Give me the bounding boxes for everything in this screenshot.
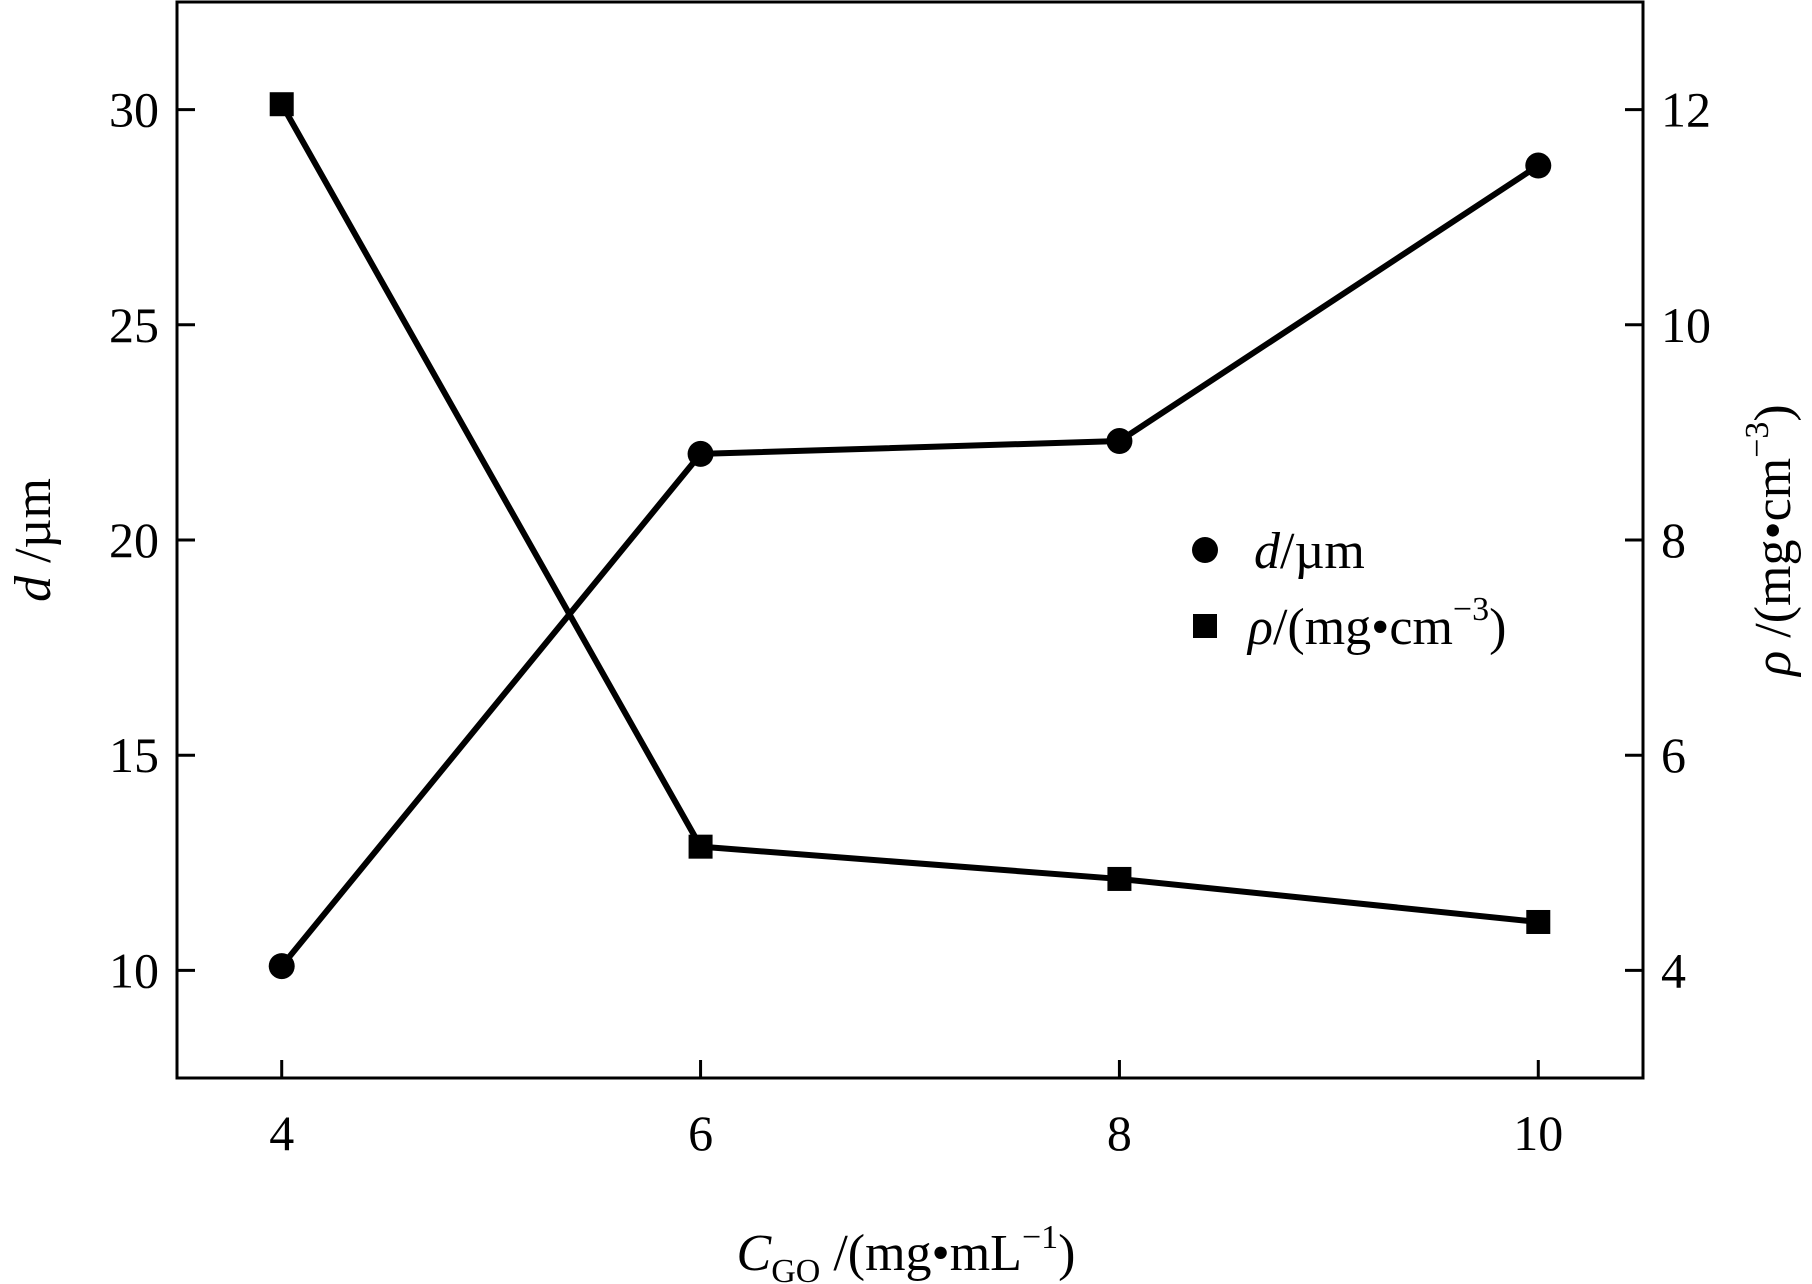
data-point-d bbox=[1106, 428, 1133, 455]
right-y-axis-label: ρ /(mg•cm−3) bbox=[1739, 404, 1802, 677]
x-tick-label: 8 bbox=[1107, 1105, 1132, 1161]
series-markers bbox=[268, 92, 1552, 980]
data-point-d bbox=[687, 440, 714, 467]
x-axis-label: CGO /(mg•mL−1) bbox=[737, 1219, 1076, 1284]
data-point-rho bbox=[1526, 909, 1551, 934]
series-lines bbox=[279, 102, 1540, 968]
legend-label-d: d/µm bbox=[1254, 523, 1365, 580]
right-y-tick-label: 6 bbox=[1661, 727, 1686, 783]
left-y-tick-label: 20 bbox=[109, 512, 159, 568]
left-y-tick-label: 25 bbox=[109, 297, 159, 353]
left-y-tick-label: 10 bbox=[109, 942, 159, 998]
right-y-tick-label: 10 bbox=[1661, 297, 1711, 353]
legend-circle-marker bbox=[1192, 537, 1218, 563]
right-y-tick-label: 12 bbox=[1661, 82, 1711, 138]
left-y-axis-ticks: 10 15 20 25 30 bbox=[109, 82, 195, 998]
left-y-tick-label: 15 bbox=[109, 727, 159, 783]
right-y-tick-label: 8 bbox=[1661, 512, 1686, 568]
series-line-rho bbox=[279, 102, 1539, 925]
x-tick-label: 4 bbox=[269, 1105, 294, 1161]
x-tick-label: 6 bbox=[688, 1105, 713, 1161]
data-point-d bbox=[1525, 152, 1552, 179]
left-y-tick-label: 30 bbox=[109, 82, 159, 138]
x-tick-label: 10 bbox=[1513, 1105, 1563, 1161]
data-point-rho bbox=[1107, 866, 1132, 891]
data-point-rho bbox=[269, 92, 294, 117]
plot-frame bbox=[175, 0, 1645, 1080]
legend: d/µm ρ/(mg•cm−3) bbox=[1192, 523, 1506, 656]
left-y-axis-label: d /µm bbox=[5, 478, 62, 602]
right-y-tick-label: 4 bbox=[1661, 942, 1686, 998]
legend-square-marker bbox=[1193, 614, 1217, 638]
data-point-rho bbox=[688, 834, 713, 859]
x-axis-ticks: 4 6 8 10 bbox=[269, 1060, 1563, 1161]
series-line-d bbox=[279, 163, 1540, 968]
right-y-axis-ticks: 4 6 8 10 12 bbox=[1625, 82, 1711, 998]
legend-label-rho: ρ/(mg•cm−3) bbox=[1246, 591, 1506, 656]
data-point-d bbox=[268, 953, 295, 980]
